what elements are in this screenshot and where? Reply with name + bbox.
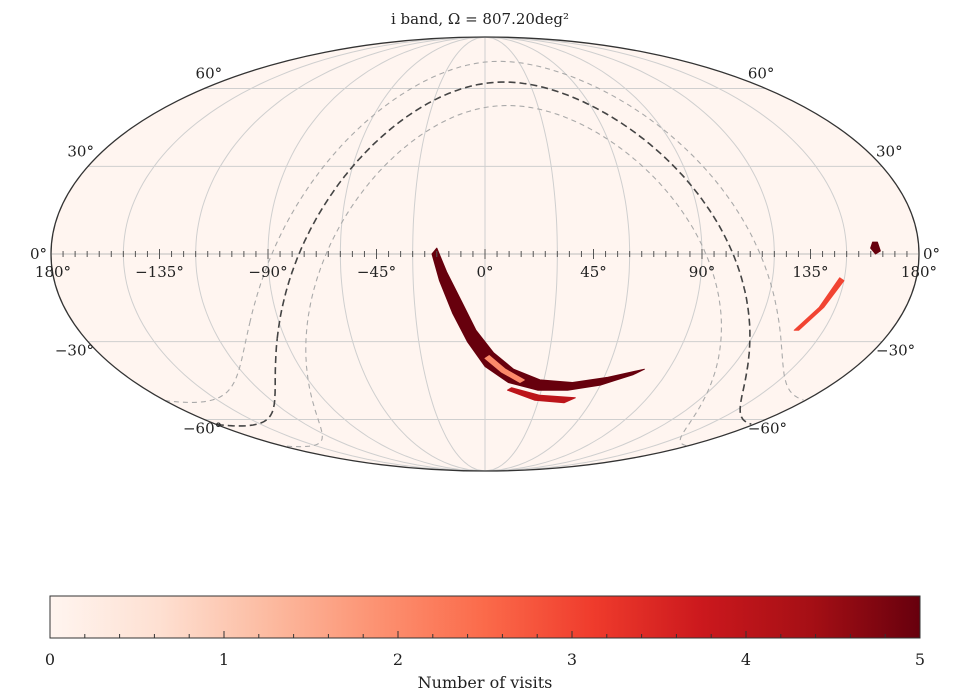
colorbar-gradient <box>49 595 921 639</box>
coverage-region <box>507 387 576 404</box>
colorbar-ticks: 0 1 2 3 4 5 <box>45 631 925 669</box>
galactic-band-curve <box>164 322 251 404</box>
colorbar-label: Number of visits <box>418 673 553 691</box>
latitude-label-right: −30° <box>876 342 915 360</box>
galactic-band-curve <box>287 352 323 448</box>
coverage-region <box>870 241 881 255</box>
chart-title: i band, Ω = 807.20deg² <box>391 10 569 28</box>
latitude-label-right: −60° <box>748 419 787 437</box>
latitude-label-left: 0° <box>30 245 47 263</box>
latitude-label-right: 60° <box>748 65 775 83</box>
longitude-labels: 180° −135° −90° −45° 0° 45° 90° 135° 180° <box>35 263 937 281</box>
colorbar-tick-label: 0 <box>45 650 55 669</box>
longitude-label: −135° <box>135 263 184 281</box>
longitude-label: 180° <box>35 263 71 281</box>
sky-map <box>50 36 920 472</box>
longitude-label: −90° <box>248 263 287 281</box>
colorbar-tick-label: 2 <box>393 650 403 669</box>
latitude-label-left: −60° <box>183 419 222 437</box>
coverage-region <box>431 247 645 391</box>
latitude-label-left: 60° <box>196 65 223 83</box>
map-border <box>50 36 920 472</box>
latitude-label-left: −30° <box>55 342 94 360</box>
colorbar: 0 1 2 3 4 5 Number of visits <box>45 595 925 691</box>
colorbar-tick-label: 1 <box>219 650 229 669</box>
latitude-labels: 60° 60° 30° 30° 0° 0° −30° −30° −60° −60° <box>30 65 940 438</box>
longitude-label: 45° <box>580 263 607 281</box>
latitude-label-right: 0° <box>923 245 940 263</box>
longitude-label: −45° <box>357 263 396 281</box>
galactic-band-curve <box>249 60 804 401</box>
colorbar-tick-label: 5 <box>915 650 925 669</box>
galactic-plane-curves <box>164 60 804 448</box>
galactic-plane-curve <box>276 81 752 425</box>
longitude-label: 135° <box>792 263 828 281</box>
latitude-label-left: 30° <box>67 142 94 160</box>
coverage-regions <box>431 241 881 404</box>
coverage-region <box>484 355 525 383</box>
longitude-label: 90° <box>689 263 716 281</box>
latitude-label-right: 30° <box>876 142 903 160</box>
galactic-plane-curve <box>216 338 278 427</box>
colorbar-tick-label: 3 <box>567 650 577 669</box>
longitude-label: 180° <box>901 263 937 281</box>
coverage-region <box>793 277 845 331</box>
longitude-label: 0° <box>476 263 493 281</box>
colorbar-tick-label: 4 <box>741 650 751 669</box>
